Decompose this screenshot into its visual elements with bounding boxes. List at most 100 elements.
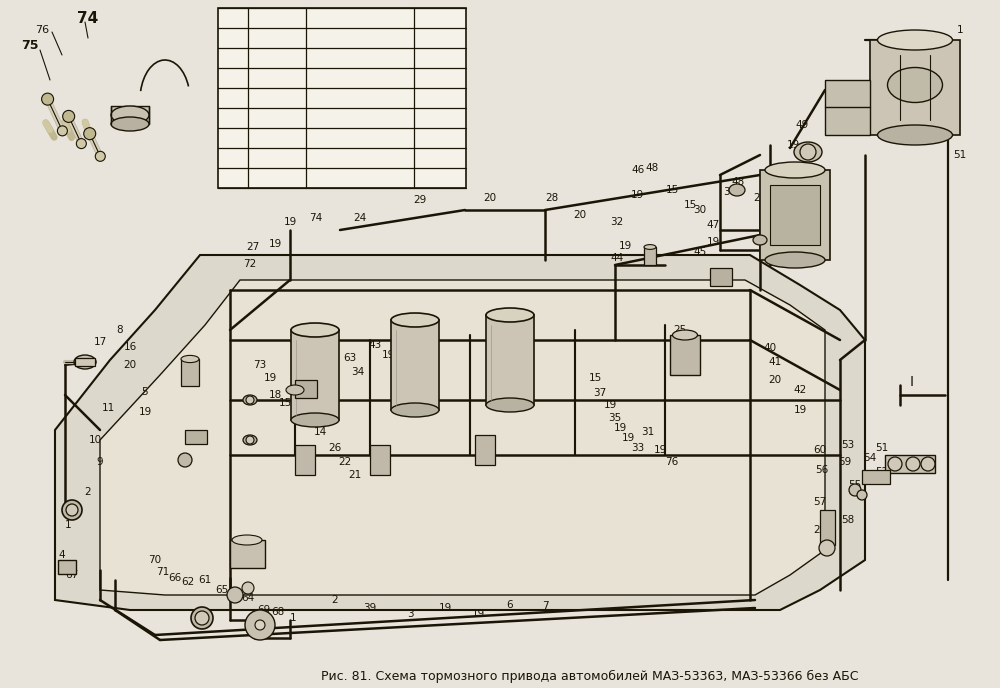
Text: 47: 47 xyxy=(706,220,720,230)
Circle shape xyxy=(921,457,935,471)
Text: 19: 19 xyxy=(630,190,644,200)
Ellipse shape xyxy=(232,535,262,545)
Text: 60: 60 xyxy=(813,445,827,455)
Text: Ниппель: Ниппель xyxy=(335,113,385,123)
Text: 50: 50 xyxy=(833,110,847,120)
Text: 6: 6 xyxy=(507,600,513,610)
Text: -: - xyxy=(231,173,235,183)
Ellipse shape xyxy=(486,308,534,322)
Text: 379254: 379254 xyxy=(256,153,298,163)
Text: 58: 58 xyxy=(841,515,855,525)
Ellipse shape xyxy=(243,395,257,405)
Text: 23: 23 xyxy=(301,415,315,425)
Circle shape xyxy=(66,504,78,516)
Text: 405674: 405674 xyxy=(256,73,298,83)
Text: 19: 19 xyxy=(621,433,635,443)
Text: 10: 10 xyxy=(88,435,102,445)
Text: 19: 19 xyxy=(706,237,720,247)
Bar xyxy=(111,106,149,124)
Text: 15: 15 xyxy=(433,173,447,183)
Text: 51: 51 xyxy=(875,443,889,453)
Text: -: - xyxy=(231,73,235,83)
Text: 402415: 402415 xyxy=(256,113,298,123)
Text: 43: 43 xyxy=(368,340,382,350)
Text: 2: 2 xyxy=(85,487,91,497)
Text: 28: 28 xyxy=(545,193,559,203)
Bar xyxy=(862,470,890,484)
Text: 34: 34 xyxy=(351,367,365,377)
Text: Ниппель: Ниппель xyxy=(335,93,385,103)
Text: 63: 63 xyxy=(343,353,357,363)
Text: 76: 76 xyxy=(226,153,240,163)
Text: 19: 19 xyxy=(268,239,282,249)
Bar xyxy=(710,268,732,286)
Text: 402417: 402417 xyxy=(256,133,298,143)
Polygon shape xyxy=(100,280,825,595)
Text: 4: 4 xyxy=(59,550,65,560)
Text: ⌀ трубки: ⌀ трубки xyxy=(414,13,466,23)
Text: 19: 19 xyxy=(613,423,627,433)
Circle shape xyxy=(888,457,902,471)
Circle shape xyxy=(63,110,75,122)
Bar xyxy=(670,335,700,375)
Circle shape xyxy=(195,611,209,625)
Text: 67: 67 xyxy=(65,570,79,580)
Text: 62: 62 xyxy=(181,577,195,587)
Text: 74: 74 xyxy=(309,213,323,223)
Text: 6: 6 xyxy=(436,33,444,43)
Text: 31: 31 xyxy=(641,427,655,437)
Text: 45: 45 xyxy=(693,247,707,257)
Text: 19: 19 xyxy=(138,407,152,417)
Text: 19: 19 xyxy=(471,609,485,619)
Text: 19: 19 xyxy=(263,373,277,383)
Ellipse shape xyxy=(753,235,767,245)
Ellipse shape xyxy=(729,184,745,196)
Ellipse shape xyxy=(878,125,952,145)
Circle shape xyxy=(227,587,243,603)
Text: 19: 19 xyxy=(603,400,617,410)
Polygon shape xyxy=(55,255,865,610)
Text: 379256: 379256 xyxy=(256,173,298,183)
Text: 15: 15 xyxy=(278,398,292,408)
Circle shape xyxy=(57,126,67,136)
Text: Поз.: Поз. xyxy=(221,13,245,23)
Text: 11: 11 xyxy=(101,403,115,413)
Text: 38: 38 xyxy=(406,350,420,360)
Text: 401120: 401120 xyxy=(256,33,298,43)
Text: 15: 15 xyxy=(588,373,602,383)
Ellipse shape xyxy=(765,252,825,268)
Text: I: I xyxy=(910,375,914,389)
Text: 68: 68 xyxy=(271,607,285,617)
Ellipse shape xyxy=(243,435,257,445)
Text: 32: 32 xyxy=(610,217,624,227)
Circle shape xyxy=(906,457,920,471)
Text: 19: 19 xyxy=(786,140,800,150)
Text: Рис. 81. Схема тормозного привода автомобилей МАЗ-53363, МАЗ-53366 без АБС: Рис. 81. Схема тормозного привода автомо… xyxy=(321,669,859,682)
Text: 15: 15 xyxy=(665,185,679,195)
Text: 76: 76 xyxy=(665,457,679,467)
Text: 44: 44 xyxy=(610,253,624,263)
Ellipse shape xyxy=(391,313,439,327)
Circle shape xyxy=(76,138,86,149)
Ellipse shape xyxy=(191,607,213,629)
Bar xyxy=(291,330,339,420)
Bar xyxy=(295,445,315,475)
Circle shape xyxy=(95,151,105,161)
Bar xyxy=(391,320,439,410)
Ellipse shape xyxy=(291,413,339,427)
Text: 74: 74 xyxy=(226,33,240,43)
Ellipse shape xyxy=(794,142,822,162)
Text: 15: 15 xyxy=(433,133,447,143)
Text: 30: 30 xyxy=(693,205,707,215)
Text: 39: 39 xyxy=(363,603,377,613)
Bar xyxy=(75,358,95,366)
Text: 76: 76 xyxy=(35,25,49,35)
Text: 8: 8 xyxy=(117,325,123,335)
Text: 21: 21 xyxy=(348,470,362,480)
Text: 72: 72 xyxy=(243,259,257,269)
Text: 10: 10 xyxy=(433,153,447,163)
Text: Гайка накидная: Гайка накидная xyxy=(313,73,407,83)
Text: 56: 56 xyxy=(815,465,829,475)
Text: 25: 25 xyxy=(813,525,827,535)
Circle shape xyxy=(245,610,275,640)
